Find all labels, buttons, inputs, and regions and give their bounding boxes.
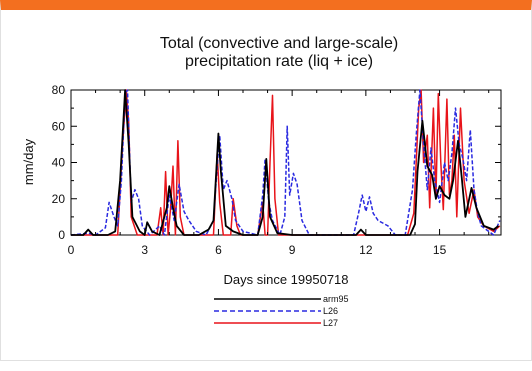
- y-tick-label-0: 0: [58, 228, 65, 242]
- chart-legend: arm95 L26 L27: [214, 294, 349, 328]
- y-tick-label-80: 80: [52, 83, 66, 97]
- chart-title-line2: precipitation rate (liq + ice): [185, 53, 373, 70]
- x-axis-label: Days since 19950718: [223, 272, 348, 287]
- precipitation-chart: Total (convective and large-scale) preci…: [21, 35, 502, 328]
- y-axis-label: mm/day: [21, 138, 36, 185]
- y-tick-label-20: 20: [52, 192, 66, 206]
- y-tick-label-40: 40: [52, 156, 66, 170]
- chart-title-line1: Total (convective and large-scale): [160, 35, 398, 52]
- series-line-L26: [70, 89, 501, 236]
- x-tick-label-6: 6: [215, 243, 222, 257]
- series-line-arm95: [71, 89, 500, 236]
- series-layer: [70, 89, 501, 236]
- x-tick-label-15: 15: [433, 243, 447, 257]
- x-tick-label-12: 12: [359, 243, 373, 257]
- x-tick-label-0: 0: [68, 243, 75, 257]
- y-tick-label-60: 60: [52, 119, 66, 133]
- chart-frame: Total (convective and large-scale) preci…: [0, 0, 532, 361]
- legend-label-L27: L27: [323, 318, 338, 328]
- legend-label-L26: L26: [323, 306, 338, 316]
- legend-label-arm95: arm95: [323, 294, 349, 304]
- x-tick-label-9: 9: [289, 243, 296, 257]
- x-tick-label-3: 3: [141, 243, 148, 257]
- x-axis-ticks: 0 3 6 9 12 15: [68, 90, 490, 257]
- y-axis-ticks: 0 20 40 60 80: [52, 83, 501, 242]
